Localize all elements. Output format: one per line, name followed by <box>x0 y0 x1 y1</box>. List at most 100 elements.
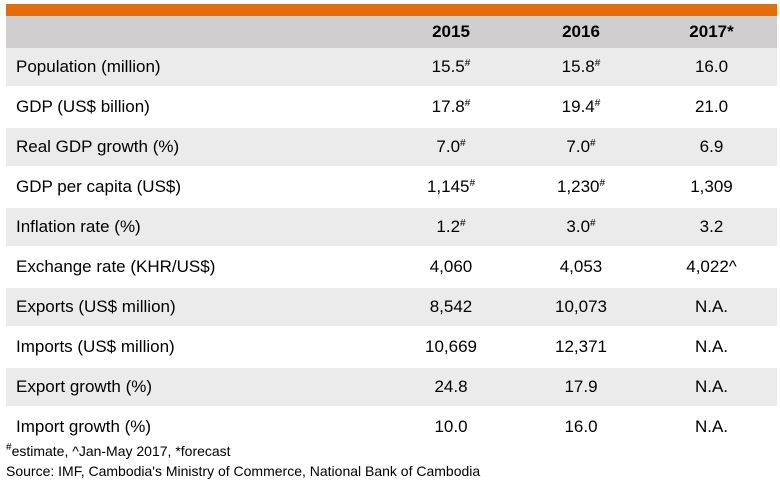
row-label: Real GDP growth (%) <box>6 127 386 168</box>
estimate-mark: # <box>6 442 12 453</box>
table-row: Real GDP growth (%) 7.0# 7.0# 6.9 <box>6 127 777 168</box>
table-row: Export growth (%) 24.8 17.9 N.A. <box>6 367 777 408</box>
header-2016: 2016 <box>516 16 646 48</box>
value-2017: N.A. <box>646 327 777 368</box>
estimate-marker: # <box>460 218 466 229</box>
row-label: Export growth (%) <box>6 367 386 408</box>
header-indicator <box>6 16 386 48</box>
table-row: Inflation rate (%) 1.2# 3.0# 3.2 <box>6 207 777 248</box>
estimate-marker: # <box>594 98 601 109</box>
estimate-marker: # <box>469 178 476 189</box>
value-2015: 10,669 <box>386 327 516 368</box>
value-2017: 4,022^ <box>646 247 777 288</box>
value-2017-text: 21.0 <box>694 97 729 116</box>
value-2015: 1.2# <box>386 207 516 248</box>
accent-bar <box>6 4 777 16</box>
value-2015-text: 1,145 <box>426 177 470 196</box>
header-2015: 2015 <box>386 16 516 48</box>
value-2016: 4,053 <box>516 247 646 288</box>
table-row: Population (million) 15.5# 15.8# 16.0 <box>6 48 777 88</box>
estimate-marker: # <box>590 218 596 229</box>
value-2016-text: 10,073 <box>555 297 607 316</box>
value-2016-text: 4,053 <box>559 257 603 276</box>
value-2015-text: 1.2 <box>436 217 461 236</box>
value-2017: 6.9 <box>646 127 777 168</box>
source-line: Source: IMF, Cambodia's Ministry of Comm… <box>6 463 481 479</box>
row-label: GDP per capita (US$) <box>6 167 386 208</box>
value-2017-text: N.A. <box>694 297 729 316</box>
table-row: GDP per capita (US$) 1,145# 1,230# 1,309 <box>6 167 777 208</box>
value-2015: 15.5# <box>386 48 516 88</box>
table-row: Imports (US$ million) 10,669 12,371 N.A. <box>6 327 777 368</box>
value-2017-text: N.A. <box>694 417 729 436</box>
estimate-marker: # <box>590 138 596 149</box>
value-2016: 15.8# <box>516 48 646 88</box>
value-2015: 8,542 <box>386 287 516 328</box>
value-2016: 17.9 <box>516 367 646 408</box>
estimate-marker: # <box>464 98 471 109</box>
value-2017-text: 16.0 <box>694 57 729 76</box>
value-2017: 21.0 <box>646 87 777 128</box>
value-2016: 19.4# <box>516 87 646 128</box>
row-label: Import growth (%) <box>6 407 386 448</box>
row-label: Imports (US$ million) <box>6 327 386 368</box>
value-2015-text: 17.8 <box>431 97 465 116</box>
value-2017-text: 3.2 <box>699 217 724 236</box>
value-2015: 4,060 <box>386 247 516 288</box>
table-header-row: 2015 2016 2017* <box>6 16 777 48</box>
value-2016-text: 1,230 <box>556 177 600 196</box>
value-2016-text: 7.0 <box>566 137 591 156</box>
value-2016-text: 3.0 <box>566 217 591 236</box>
value-2015-text: 7.0 <box>436 137 461 156</box>
value-2016: 1,230# <box>516 167 646 208</box>
value-2017-text: N.A. <box>694 377 729 396</box>
value-2017: 16.0 <box>646 48 777 88</box>
value-2015: 1,145# <box>386 167 516 208</box>
value-2017: N.A. <box>646 407 777 448</box>
value-2015: 7.0# <box>386 127 516 168</box>
value-2017: N.A. <box>646 287 777 328</box>
header-2017: 2017* <box>646 16 777 48</box>
value-2015-text: 4,060 <box>429 257 473 276</box>
value-2016: 12,371 <box>516 327 646 368</box>
table-row: Import growth (%) 10.0 16.0 N.A. <box>6 407 777 448</box>
value-2015: 24.8 <box>386 367 516 408</box>
value-2016: 3.0# <box>516 207 646 248</box>
row-label: Exports (US$ million) <box>6 287 386 328</box>
value-2017: N.A. <box>646 367 777 408</box>
value-2015-text: 10.0 <box>434 417 468 436</box>
value-2016: 16.0 <box>516 407 646 448</box>
row-label: GDP (US$ billion) <box>6 87 386 128</box>
value-2017-text: 6.9 <box>699 137 724 156</box>
value-2015: 17.8# <box>386 87 516 128</box>
value-2015: 10.0 <box>386 407 516 448</box>
row-label: Inflation rate (%) <box>6 207 386 248</box>
estimate-marker: # <box>599 178 606 189</box>
value-2015-text: 24.8 <box>434 377 468 396</box>
table-row: Exports (US$ million) 8,542 10,073 N.A. <box>6 287 777 328</box>
estimate-marker: # <box>464 58 471 69</box>
value-2016-text: 15.8 <box>561 57 595 76</box>
value-2017-text: N.A. <box>694 337 729 356</box>
row-label: Population (million) <box>6 48 386 88</box>
value-2015-text: 15.5 <box>431 57 465 76</box>
footnote-legend: #estimate, ^Jan-May 2017, *forecast <box>6 441 480 461</box>
value-2016: 7.0# <box>516 127 646 168</box>
table-row: Exchange rate (KHR/US$) 4,060 4,053 4,022^ <box>6 247 777 288</box>
estimate-marker: # <box>460 138 466 149</box>
value-2016-text: 19.4 <box>561 97 595 116</box>
value-2016-text: 17.9 <box>564 377 598 396</box>
row-label: Exchange rate (KHR/US$) <box>6 247 386 288</box>
estimate-marker: # <box>594 58 601 69</box>
value-2017: 3.2 <box>646 207 777 248</box>
value-2016: 10,073 <box>516 287 646 328</box>
value-2017-text: 4,022^ <box>686 257 737 276</box>
footnote-legend-text: estimate, ^Jan-May 2017, *forecast <box>11 443 231 459</box>
value-2015-text: 10,669 <box>425 337 477 356</box>
value-2015-text: 8,542 <box>429 297 473 316</box>
value-2016-text: 12,371 <box>555 337 607 356</box>
footnotes: #estimate, ^Jan-May 2017, *forecast Sour… <box>6 441 480 481</box>
table-row: GDP (US$ billion) 17.8# 19.4# 21.0 <box>6 87 777 128</box>
value-2017-text: 1,309 <box>690 177 733 196</box>
